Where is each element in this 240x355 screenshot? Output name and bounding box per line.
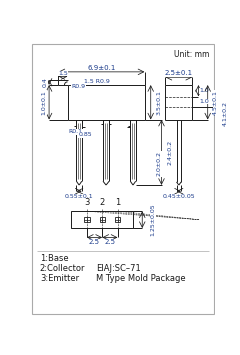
Bar: [72, 211, 133, 228]
Text: 3.5±0.1: 3.5±0.1: [157, 90, 162, 115]
Text: 2.4±0.2: 2.4±0.2: [168, 140, 173, 165]
Text: 1.25±0.05: 1.25±0.05: [150, 203, 156, 236]
Text: 4.1±0.2: 4.1±0.2: [223, 100, 228, 126]
Text: 0.85: 0.85: [78, 132, 92, 137]
Text: 2: 2: [100, 198, 105, 207]
Text: 1.0: 1.0: [200, 99, 210, 104]
Text: 2.5: 2.5: [104, 239, 115, 245]
Text: 4.5±0.1: 4.5±0.1: [213, 90, 218, 115]
Text: 1.0±0.1: 1.0±0.1: [41, 90, 46, 115]
Bar: [100, 217, 105, 222]
Text: Unit: mm: Unit: mm: [174, 50, 209, 59]
Text: 1.5 R0.9: 1.5 R0.9: [84, 78, 110, 83]
Text: 0.4: 0.4: [43, 77, 48, 87]
Text: 2.5: 2.5: [89, 239, 100, 245]
Text: 2.0±0.2: 2.0±0.2: [157, 151, 162, 176]
Text: M Type Mold Package: M Type Mold Package: [96, 274, 186, 283]
Text: 1:Base: 1:Base: [40, 254, 68, 263]
Text: 1.0: 1.0: [200, 88, 210, 93]
Bar: [115, 217, 120, 222]
Text: 1.5: 1.5: [58, 71, 68, 76]
Text: 3: 3: [84, 198, 90, 207]
Text: 2:Collector: 2:Collector: [40, 264, 85, 273]
Text: R0.1: R0.1: [68, 130, 82, 135]
Text: R0.9: R0.9: [72, 84, 85, 89]
Text: 3:Emitter: 3:Emitter: [40, 274, 79, 283]
Text: 6.9±0.1: 6.9±0.1: [87, 65, 116, 71]
Text: 1: 1: [115, 198, 120, 207]
Text: 0.45±0.05: 0.45±0.05: [162, 194, 195, 199]
Text: 0.55±0.1: 0.55±0.1: [65, 194, 93, 199]
Bar: [84, 217, 90, 222]
Text: 2.5±0.1: 2.5±0.1: [165, 70, 193, 76]
Text: EIAJ:SC–71: EIAJ:SC–71: [96, 264, 141, 273]
